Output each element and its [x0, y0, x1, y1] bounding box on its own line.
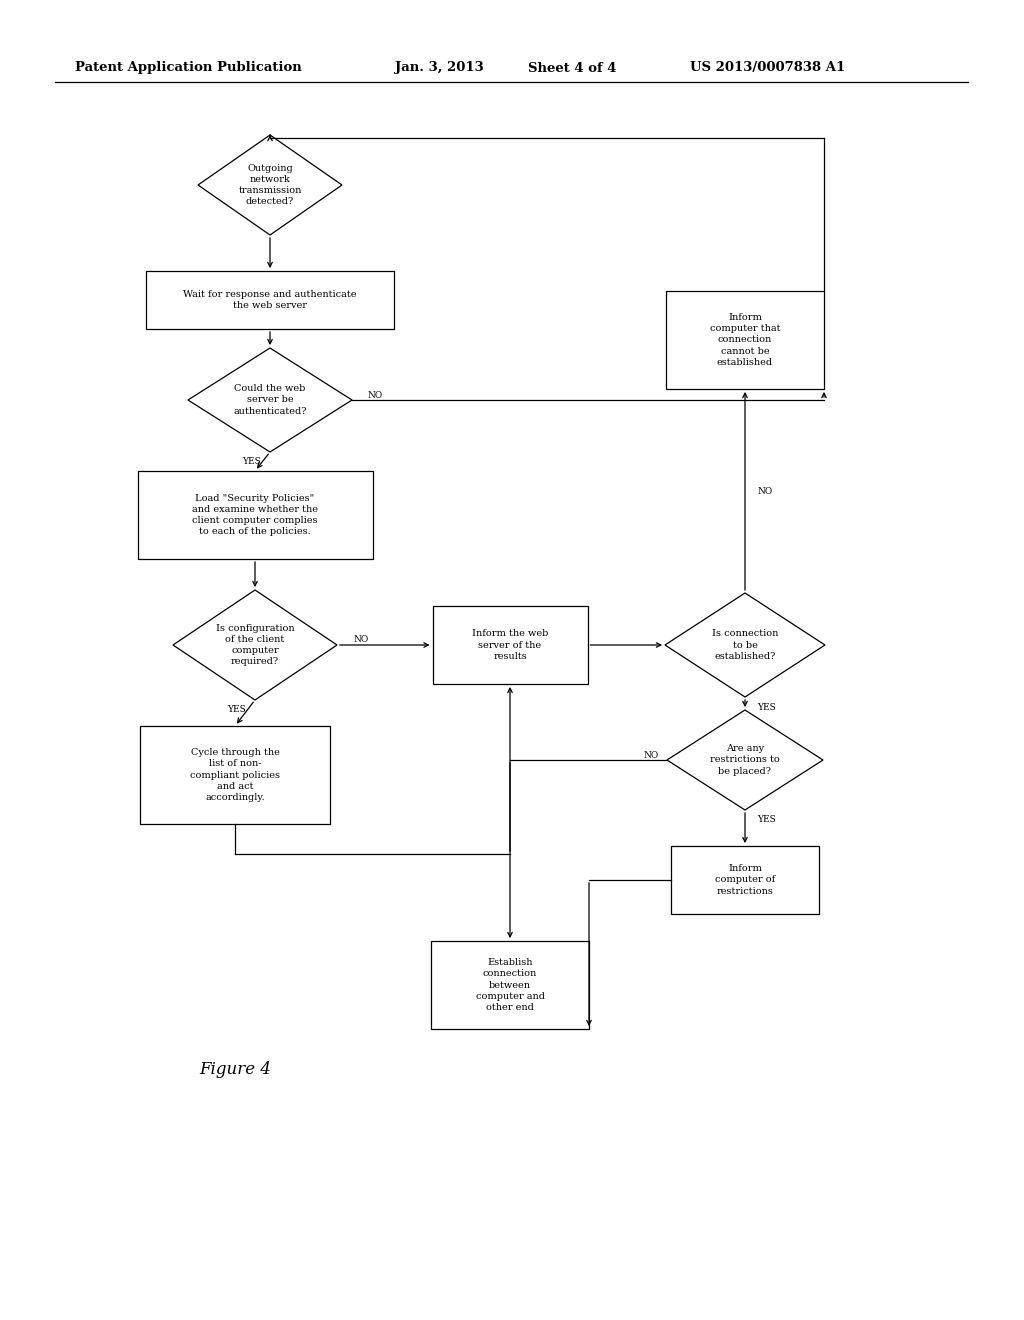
Text: Is connection
to be
established?: Is connection to be established?: [712, 630, 778, 660]
Bar: [432, 606, 588, 684]
Text: Wait for response and authenticate
the web server: Wait for response and authenticate the w…: [183, 290, 356, 310]
Text: Could the web
server be
authenticated?: Could the web server be authenticated?: [233, 384, 307, 416]
Bar: [140, 726, 330, 824]
Text: Establish
connection
between
computer and
other end: Establish connection between computer an…: [475, 958, 545, 1011]
Text: Outgoing
network
transmission
detected?: Outgoing network transmission detected?: [239, 164, 302, 206]
Text: Figure 4: Figure 4: [199, 1061, 271, 1078]
Text: Is configuration
of the client
computer
required?: Is configuration of the client computer …: [216, 624, 294, 667]
Text: YES: YES: [243, 458, 261, 466]
Bar: [146, 271, 394, 329]
Text: NO: NO: [353, 635, 369, 644]
Text: YES: YES: [757, 702, 776, 711]
Text: Inform
computer of
restrictions: Inform computer of restrictions: [715, 865, 775, 895]
Text: NO: NO: [644, 751, 659, 759]
Bar: [431, 941, 589, 1030]
Bar: [137, 471, 373, 558]
Bar: [671, 846, 819, 913]
Text: Are any
restrictions to
be placed?: Are any restrictions to be placed?: [710, 744, 780, 776]
Text: Cycle through the
list of non-
compliant policies
and act
accordingly.: Cycle through the list of non- compliant…: [190, 748, 280, 801]
Text: Inform
computer that
connection
cannot be
established: Inform computer that connection cannot b…: [710, 313, 780, 367]
Text: Patent Application Publication: Patent Application Publication: [75, 62, 302, 74]
Text: YES: YES: [757, 816, 776, 825]
Text: Inform the web
server of the
results: Inform the web server of the results: [472, 630, 548, 660]
Text: NO: NO: [368, 391, 383, 400]
Text: Jan. 3, 2013: Jan. 3, 2013: [395, 62, 483, 74]
Text: Load "Security Policies"
and examine whether the
client computer complies
to eac: Load "Security Policies" and examine whe…: [193, 494, 318, 536]
Text: Sheet 4 of 4: Sheet 4 of 4: [528, 62, 616, 74]
Text: US 2013/0007838 A1: US 2013/0007838 A1: [690, 62, 845, 74]
Text: NO: NO: [757, 487, 772, 495]
Text: YES: YES: [227, 705, 247, 714]
Bar: [666, 290, 824, 389]
